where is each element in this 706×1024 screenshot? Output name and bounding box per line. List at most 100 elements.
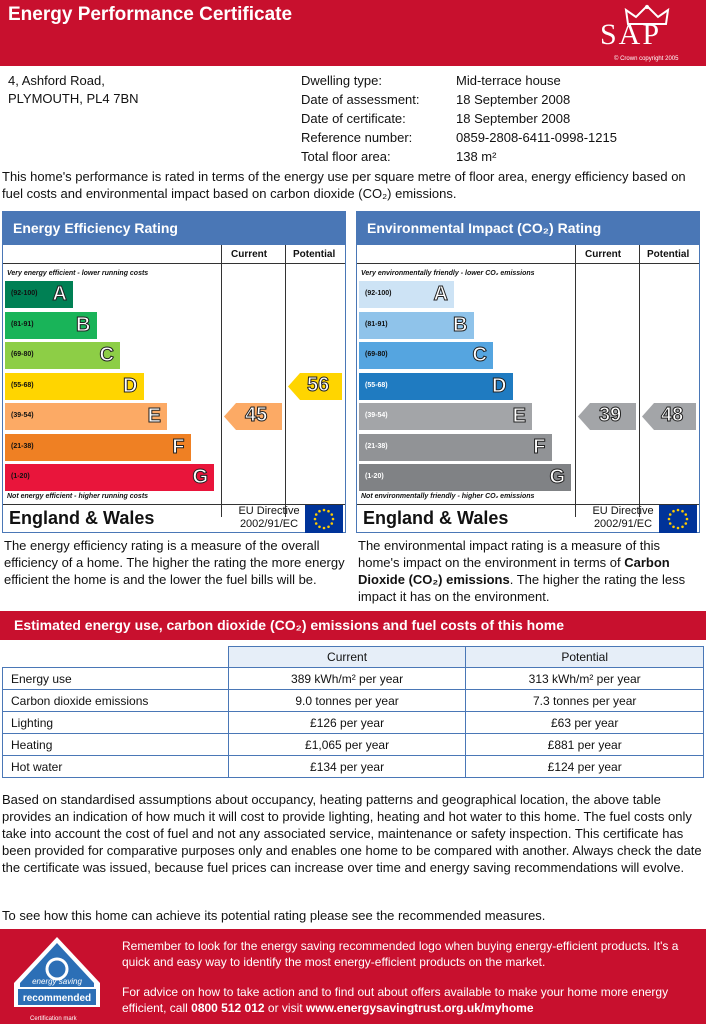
band-a: (92-100) A bbox=[5, 281, 73, 308]
estimates-table: Current Potential Energy use 389 kWh/m² p… bbox=[2, 646, 704, 778]
row-label: Lighting bbox=[2, 711, 229, 734]
bottom-banner bbox=[0, 929, 706, 1024]
band-letter: G bbox=[192, 466, 209, 489]
chart-footer-divider bbox=[357, 504, 699, 505]
energy-efficiency-title-bar: Energy Efficiency Rating bbox=[3, 212, 345, 245]
band-range: (55-68) bbox=[365, 381, 388, 389]
estimates-col-potential: Potential bbox=[465, 646, 704, 668]
page-title: Energy Performance Certificate bbox=[8, 4, 293, 25]
eu-directive: EU Directive 2002/91/EC bbox=[581, 505, 665, 531]
band-a: (92-100) A bbox=[359, 281, 454, 308]
col-potential-label: Potential bbox=[293, 249, 336, 260]
assumptions-text: Based on standardised assumptions about … bbox=[2, 792, 702, 875]
band-letter: E bbox=[147, 405, 161, 428]
region-label: England & Wales bbox=[9, 508, 155, 528]
band-g: (1-20) G bbox=[5, 464, 214, 491]
detail-value: 138 m² bbox=[456, 149, 497, 164]
detail-value: Mid-terrace house bbox=[456, 73, 561, 88]
svg-text:recommended: recommended bbox=[23, 993, 91, 1004]
chart-column-divider bbox=[575, 245, 576, 517]
band-g: (1-20) G bbox=[359, 464, 571, 491]
environmental-impact-title-bar: Environmental Impact (CO₂) Rating bbox=[357, 212, 699, 245]
header-bar bbox=[0, 0, 706, 66]
band-range: (55-68) bbox=[11, 381, 34, 389]
potential-rating-value: 56 bbox=[306, 373, 330, 396]
top-caption: Very environmentally friendly - lower CO… bbox=[361, 270, 535, 277]
chart-footer-divider bbox=[3, 504, 345, 505]
row-current: 389 kWh/m² per year bbox=[227, 667, 467, 690]
eu-directive-line-2: 2002/91/EC bbox=[593, 518, 653, 530]
band-f: (21-38) F bbox=[359, 433, 552, 461]
advice-text-mid: or visit bbox=[264, 1001, 306, 1015]
row-potential: £63 per year bbox=[465, 711, 704, 734]
band-letter: A bbox=[52, 283, 67, 306]
col-current-label: Current bbox=[231, 249, 268, 260]
chart-header-divider bbox=[357, 263, 699, 264]
row-label: Energy use bbox=[2, 667, 229, 690]
band-range: (21-38) bbox=[365, 442, 388, 450]
band-letter: A bbox=[433, 283, 448, 306]
potential-rating-arrow: 48 bbox=[642, 403, 696, 430]
detail-label: Reference number: bbox=[301, 130, 413, 145]
band-letter: F bbox=[172, 435, 185, 458]
estimates-title-bar: Estimated energy use, carbon dioxide (CO… bbox=[0, 611, 706, 640]
bottom-caption: Not environmentally friendly - higher CO… bbox=[361, 492, 535, 500]
band-letter: F bbox=[533, 435, 546, 458]
row-current: £134 per year bbox=[227, 755, 467, 778]
potential-rating-arrow: 56 bbox=[288, 372, 342, 400]
chart-column-divider bbox=[285, 245, 286, 517]
row-potential: £881 per year bbox=[465, 733, 704, 756]
row-potential: 313 kWh/m² per year bbox=[465, 667, 704, 690]
band-c: (69-80) C bbox=[5, 342, 120, 369]
current-rating-arrow: 39 bbox=[578, 403, 636, 430]
sap-copyright: © Crown copyright 2005 bbox=[614, 56, 679, 62]
band-f: (21-38) F bbox=[5, 433, 191, 461]
detail-label: Total floor area: bbox=[301, 149, 391, 164]
bottom-caption: Not energy efficient - higher running co… bbox=[7, 492, 149, 500]
band-letter: C bbox=[99, 344, 114, 367]
row-current: £126 per year bbox=[227, 711, 467, 734]
see-measures-text: To see how this home can achieve its pot… bbox=[2, 908, 546, 923]
table-row: Heating £1,065 per year £881 per year bbox=[2, 733, 704, 756]
row-current: 9.0 tonnes per year bbox=[227, 689, 467, 712]
chart-column-divider bbox=[221, 245, 222, 517]
eu-directive-line-1: EU Directive bbox=[238, 505, 300, 517]
band-range: (39-54) bbox=[365, 412, 388, 419]
top-caption: Very energy efficient - lower running co… bbox=[7, 270, 149, 277]
eu-flag-icon bbox=[659, 505, 697, 533]
eu-directive-line-2: 2002/91/EC bbox=[239, 518, 299, 530]
address-line-1: 4, Ashford Road, bbox=[8, 73, 105, 88]
table-row: Lighting £126 per year £63 per year bbox=[2, 711, 704, 734]
band-letter: C bbox=[472, 344, 487, 367]
band-c: (69-80) C bbox=[359, 342, 493, 369]
band-range: (21-38) bbox=[11, 442, 34, 450]
eu-directive: EU Directive 2002/91/EC bbox=[227, 505, 311, 531]
address: 4, Ashford Road, PLYMOUTH, PL4 7BN bbox=[8, 72, 139, 108]
advice-url[interactable]: www.energysavingtrust.org.uk/myhome bbox=[305, 1001, 534, 1015]
band-letter: D bbox=[492, 374, 507, 397]
band-range: (69-80) bbox=[11, 351, 34, 358]
band-d: (55-68) D bbox=[5, 372, 144, 400]
eu-directive-line-1: EU Directive bbox=[592, 505, 654, 517]
advice-phone: 0800 512 012 bbox=[191, 1001, 265, 1015]
row-potential: £124 per year bbox=[465, 755, 704, 778]
crown-icon bbox=[624, 4, 670, 25]
region-label: England & Wales bbox=[363, 508, 509, 528]
address-line-2: PLYMOUTH, PL4 7BN bbox=[8, 91, 139, 106]
intro-text: This home's performance is rated in term… bbox=[2, 169, 686, 201]
environmental-impact-explanation: The environmental impact rating is a mea… bbox=[358, 537, 704, 605]
band-range: (81-91) bbox=[11, 320, 34, 328]
chart-column-divider bbox=[639, 245, 640, 517]
band-range: (1-20) bbox=[365, 473, 384, 480]
energy-efficiency-explanation: The energy efficiency rating is a measur… bbox=[4, 538, 345, 587]
band-letter: B bbox=[76, 313, 91, 336]
band-e: (39-54) E bbox=[359, 403, 532, 430]
band-b: (81-91) B bbox=[5, 311, 97, 339]
detail-label: Dwelling type: bbox=[301, 73, 382, 88]
current-rating-arrow: 45 bbox=[224, 403, 282, 430]
eu-flag-icon bbox=[305, 505, 343, 533]
environmental-impact-chart: Current Potential Very environmentally fri… bbox=[357, 245, 699, 533]
sap-logo: SAP bbox=[600, 18, 662, 51]
estimates-title: Estimated energy use, carbon dioxide (CO… bbox=[14, 617, 565, 633]
energy-saving-recommended-logo: energy saving recommended bbox=[14, 937, 100, 1007]
